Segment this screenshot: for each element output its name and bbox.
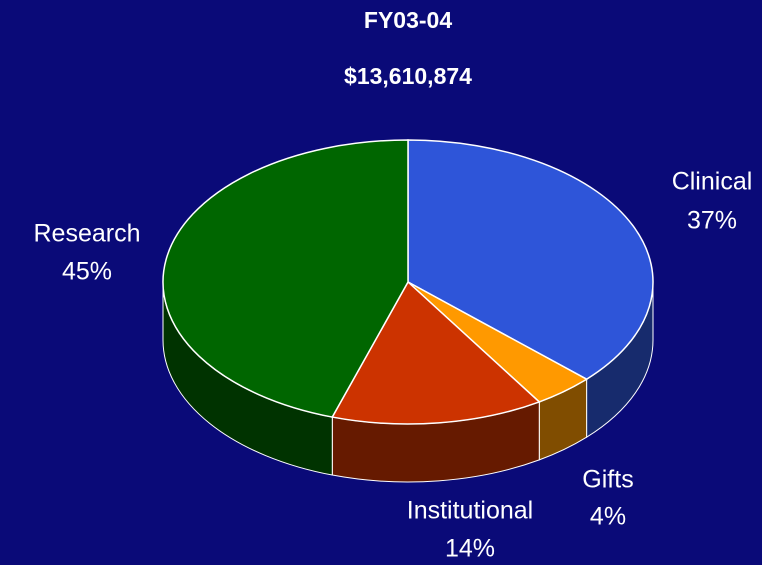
slice-label: Gifts — [582, 466, 633, 494]
pie-slice — [331, 280, 541, 425]
pie-tops — [162, 139, 654, 425]
chart-title: FY03-04 — [364, 7, 452, 33]
slice-value-label: 14% — [445, 535, 495, 563]
pie-slice — [162, 139, 409, 418]
slice-label: Institutional — [407, 497, 533, 525]
slice-value-label: 45% — [62, 258, 112, 286]
slice-value-label: 37% — [687, 207, 737, 235]
slice-value-label: 4% — [590, 503, 626, 531]
chart-subtitle: $13,610,874 — [344, 63, 472, 89]
slice-label: Clinical — [672, 168, 753, 196]
slice-label: Research — [34, 220, 141, 248]
pie-slice — [407, 139, 654, 381]
